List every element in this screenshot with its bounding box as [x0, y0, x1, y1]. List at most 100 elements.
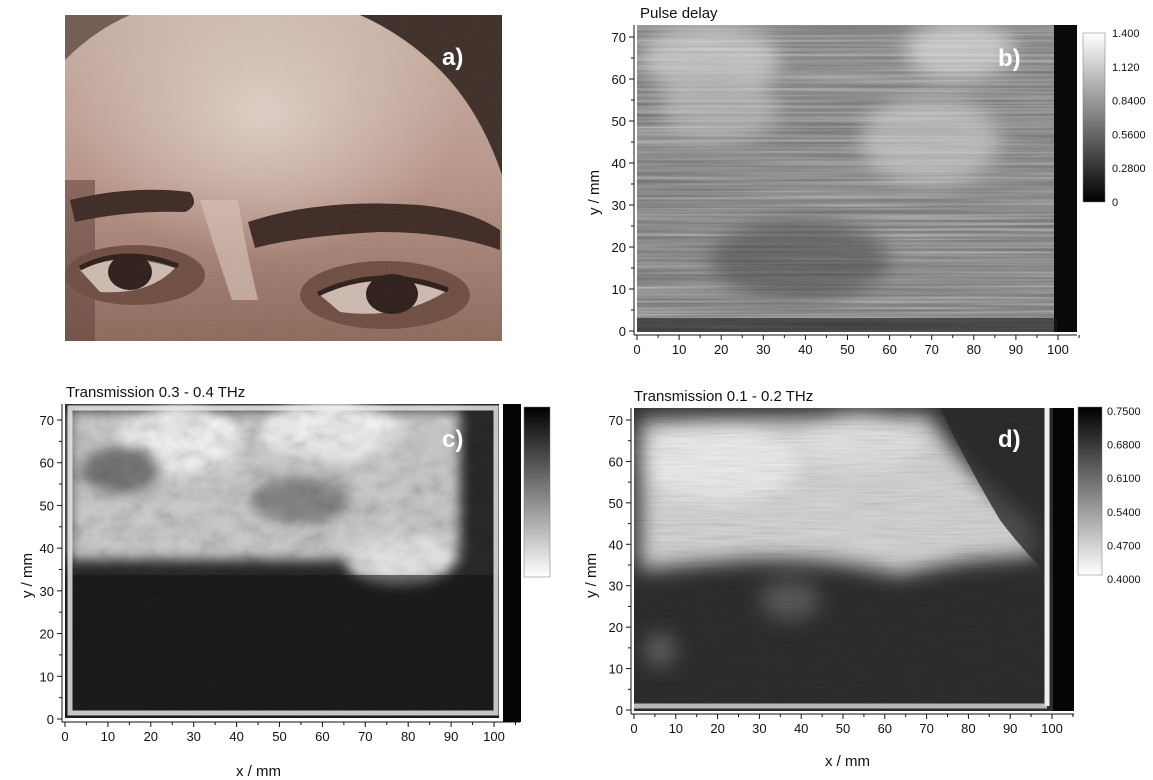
x-tick-label: 20 — [710, 721, 724, 736]
panel-c-axes: 0 10 20 30 40 50 60 70 80 90 100 0 10 20 30 40 50 60 70 — [40, 404, 520, 744]
panel-b-title: Pulse delay — [640, 5, 718, 22]
y-tick-label: 30 — [40, 584, 54, 599]
panel-d-letter: d) — [998, 426, 1021, 453]
x-tick-label: 60 — [878, 721, 892, 736]
panel-c-ylabel: y / mm — [19, 553, 36, 598]
panel-d-colorbar — [1077, 406, 1103, 576]
x-tick-label: 60 — [882, 342, 896, 357]
x-tick-label: 50 — [272, 729, 286, 744]
x-tick-label: 80 — [967, 342, 981, 357]
panel-a-letter: a) — [442, 44, 463, 71]
x-tick-label: 0 — [633, 342, 640, 357]
y-tick-label: 60 — [612, 72, 626, 87]
x-tick-label: 20 — [144, 729, 158, 744]
panel-d-axes: 0 10 20 30 40 50 60 70 80 90 100 0 10 20 30 40 50 60 70 — [609, 408, 1074, 736]
colorbar-tick-label: 0.5400 — [1107, 507, 1141, 519]
x-tick-label: 40 — [794, 721, 808, 736]
x-tick-label: 70 — [924, 342, 938, 357]
y-tick-label: 70 — [40, 413, 54, 428]
colorbar-tick-label: 0 — [1112, 197, 1118, 209]
panel-d-heatmap-image — [634, 408, 1074, 711]
panel-d-colorbar-ticks: 0.7500 0.6800 0.6100 0.5400 0.4700 0.4000 — [1107, 406, 1141, 586]
x-tick-label: 90 — [444, 729, 458, 744]
y-tick-label: 0 — [47, 712, 54, 727]
x-tick-label: 30 — [186, 729, 200, 744]
panel-c-xlabel: x / mm — [236, 763, 281, 780]
y-tick-label: 20 — [609, 620, 623, 635]
x-tick-label: 100 — [483, 729, 505, 744]
colorbar-tick-label: 1.400 — [1112, 28, 1140, 40]
x-tick-label: 10 — [101, 729, 115, 744]
panel-d-ylabel: y / mm — [583, 553, 600, 598]
y-tick-label: 50 — [40, 498, 54, 513]
panel-c-title: Transmission 0.3 - 0.4 THz — [66, 384, 245, 401]
x-tick-label: 70 — [358, 729, 372, 744]
y-tick-label: 10 — [612, 282, 626, 297]
panel-d-title: Transmission 0.1 - 0.2 THz — [634, 388, 813, 405]
x-tick-label: 50 — [840, 342, 854, 357]
y-tick-label: 70 — [609, 413, 623, 428]
panel-b-letter: b) — [998, 45, 1021, 72]
colorbar-tick-label: 0.8400 — [1112, 96, 1146, 108]
y-tick-label: 10 — [40, 669, 54, 684]
y-tick-label: 40 — [612, 156, 626, 171]
y-tick-label: 60 — [40, 456, 54, 471]
colorbar-tick-label: 0.6800 — [1107, 440, 1141, 452]
colorbar-tick-label: 0.7500 — [1107, 406, 1141, 418]
x-tick-label: 0 — [630, 721, 637, 736]
colorbar-tick-label: 0.4700 — [1107, 540, 1141, 552]
panel-d-xlabel: x / mm — [825, 753, 870, 770]
panel-b-colorbar-ticks: 1.400 1.120 0.8400 0.5600 0.2800 0 — [1112, 28, 1146, 209]
x-tick-label: 80 — [961, 721, 975, 736]
colorbar-tick-label: 1.120 — [1112, 62, 1140, 74]
y-tick-label: 40 — [609, 537, 623, 552]
colorbar-tick-label: 0.5600 — [1112, 129, 1146, 141]
x-tick-label: 10 — [669, 721, 683, 736]
panel-c: Transmission 0.3 - 0.4 THz y / mm x / mm… — [19, 384, 551, 780]
panel-c-heatmap-image — [65, 404, 499, 718]
colorbar-tick-label: 0.4000 — [1107, 574, 1141, 586]
x-tick-label: 20 — [714, 342, 728, 357]
panel-b-ylabel: y / mm — [586, 170, 603, 215]
x-tick-label: 30 — [752, 721, 766, 736]
colorbar-tick-label: 0.6100 — [1107, 473, 1141, 485]
x-tick-label: 90 — [1003, 721, 1017, 736]
y-tick-label: 60 — [609, 454, 623, 469]
x-tick-label: 100 — [1047, 342, 1069, 357]
y-tick-label: 0 — [619, 324, 626, 339]
x-tick-label: 60 — [315, 729, 329, 744]
colorbar-tick-label: 0.2800 — [1112, 163, 1146, 175]
x-tick-label: 70 — [919, 721, 933, 736]
y-tick-label: 10 — [609, 662, 623, 677]
x-tick-label: 80 — [401, 729, 415, 744]
y-tick-label: 70 — [612, 30, 626, 45]
y-tick-label: 30 — [612, 198, 626, 213]
y-tick-label: 20 — [612, 240, 626, 255]
panel-b-colorbar — [1082, 32, 1106, 203]
y-tick-label: 50 — [612, 114, 626, 129]
x-tick-label: 10 — [672, 342, 686, 357]
x-tick-label: 40 — [229, 729, 243, 744]
y-tick-label: 0 — [616, 703, 623, 718]
painting-photo — [65, 15, 502, 341]
panel-d: Transmission 0.1 - 0.2 THz y / mm x / mm… — [583, 388, 1141, 770]
y-tick-label: 30 — [609, 579, 623, 594]
x-tick-label: 40 — [798, 342, 812, 357]
x-tick-label: 30 — [756, 342, 770, 357]
y-tick-label: 20 — [40, 627, 54, 642]
x-tick-label: 90 — [1009, 342, 1023, 357]
panel-c-colorbar — [523, 406, 551, 578]
y-tick-label: 40 — [40, 541, 54, 556]
panel-b: Pulse delay y / mm 0 10 20 30 40 50 60 70 80 90 10… — [586, 5, 1146, 357]
panel-b-heatmap-image — [637, 25, 1077, 332]
panel-c-letter: c) — [442, 426, 463, 453]
x-tick-label: 100 — [1041, 721, 1063, 736]
x-tick-label: 50 — [836, 721, 850, 736]
panel-c-right-strip — [503, 404, 521, 722]
y-tick-label: 50 — [609, 496, 623, 511]
panel-a: a) — [65, 15, 502, 341]
panel-b-axes: 0 10 20 30 40 50 60 70 80 90 100 0 10 20 30 40 50 60 70 — [612, 25, 1080, 357]
x-tick-label: 0 — [61, 729, 68, 744]
